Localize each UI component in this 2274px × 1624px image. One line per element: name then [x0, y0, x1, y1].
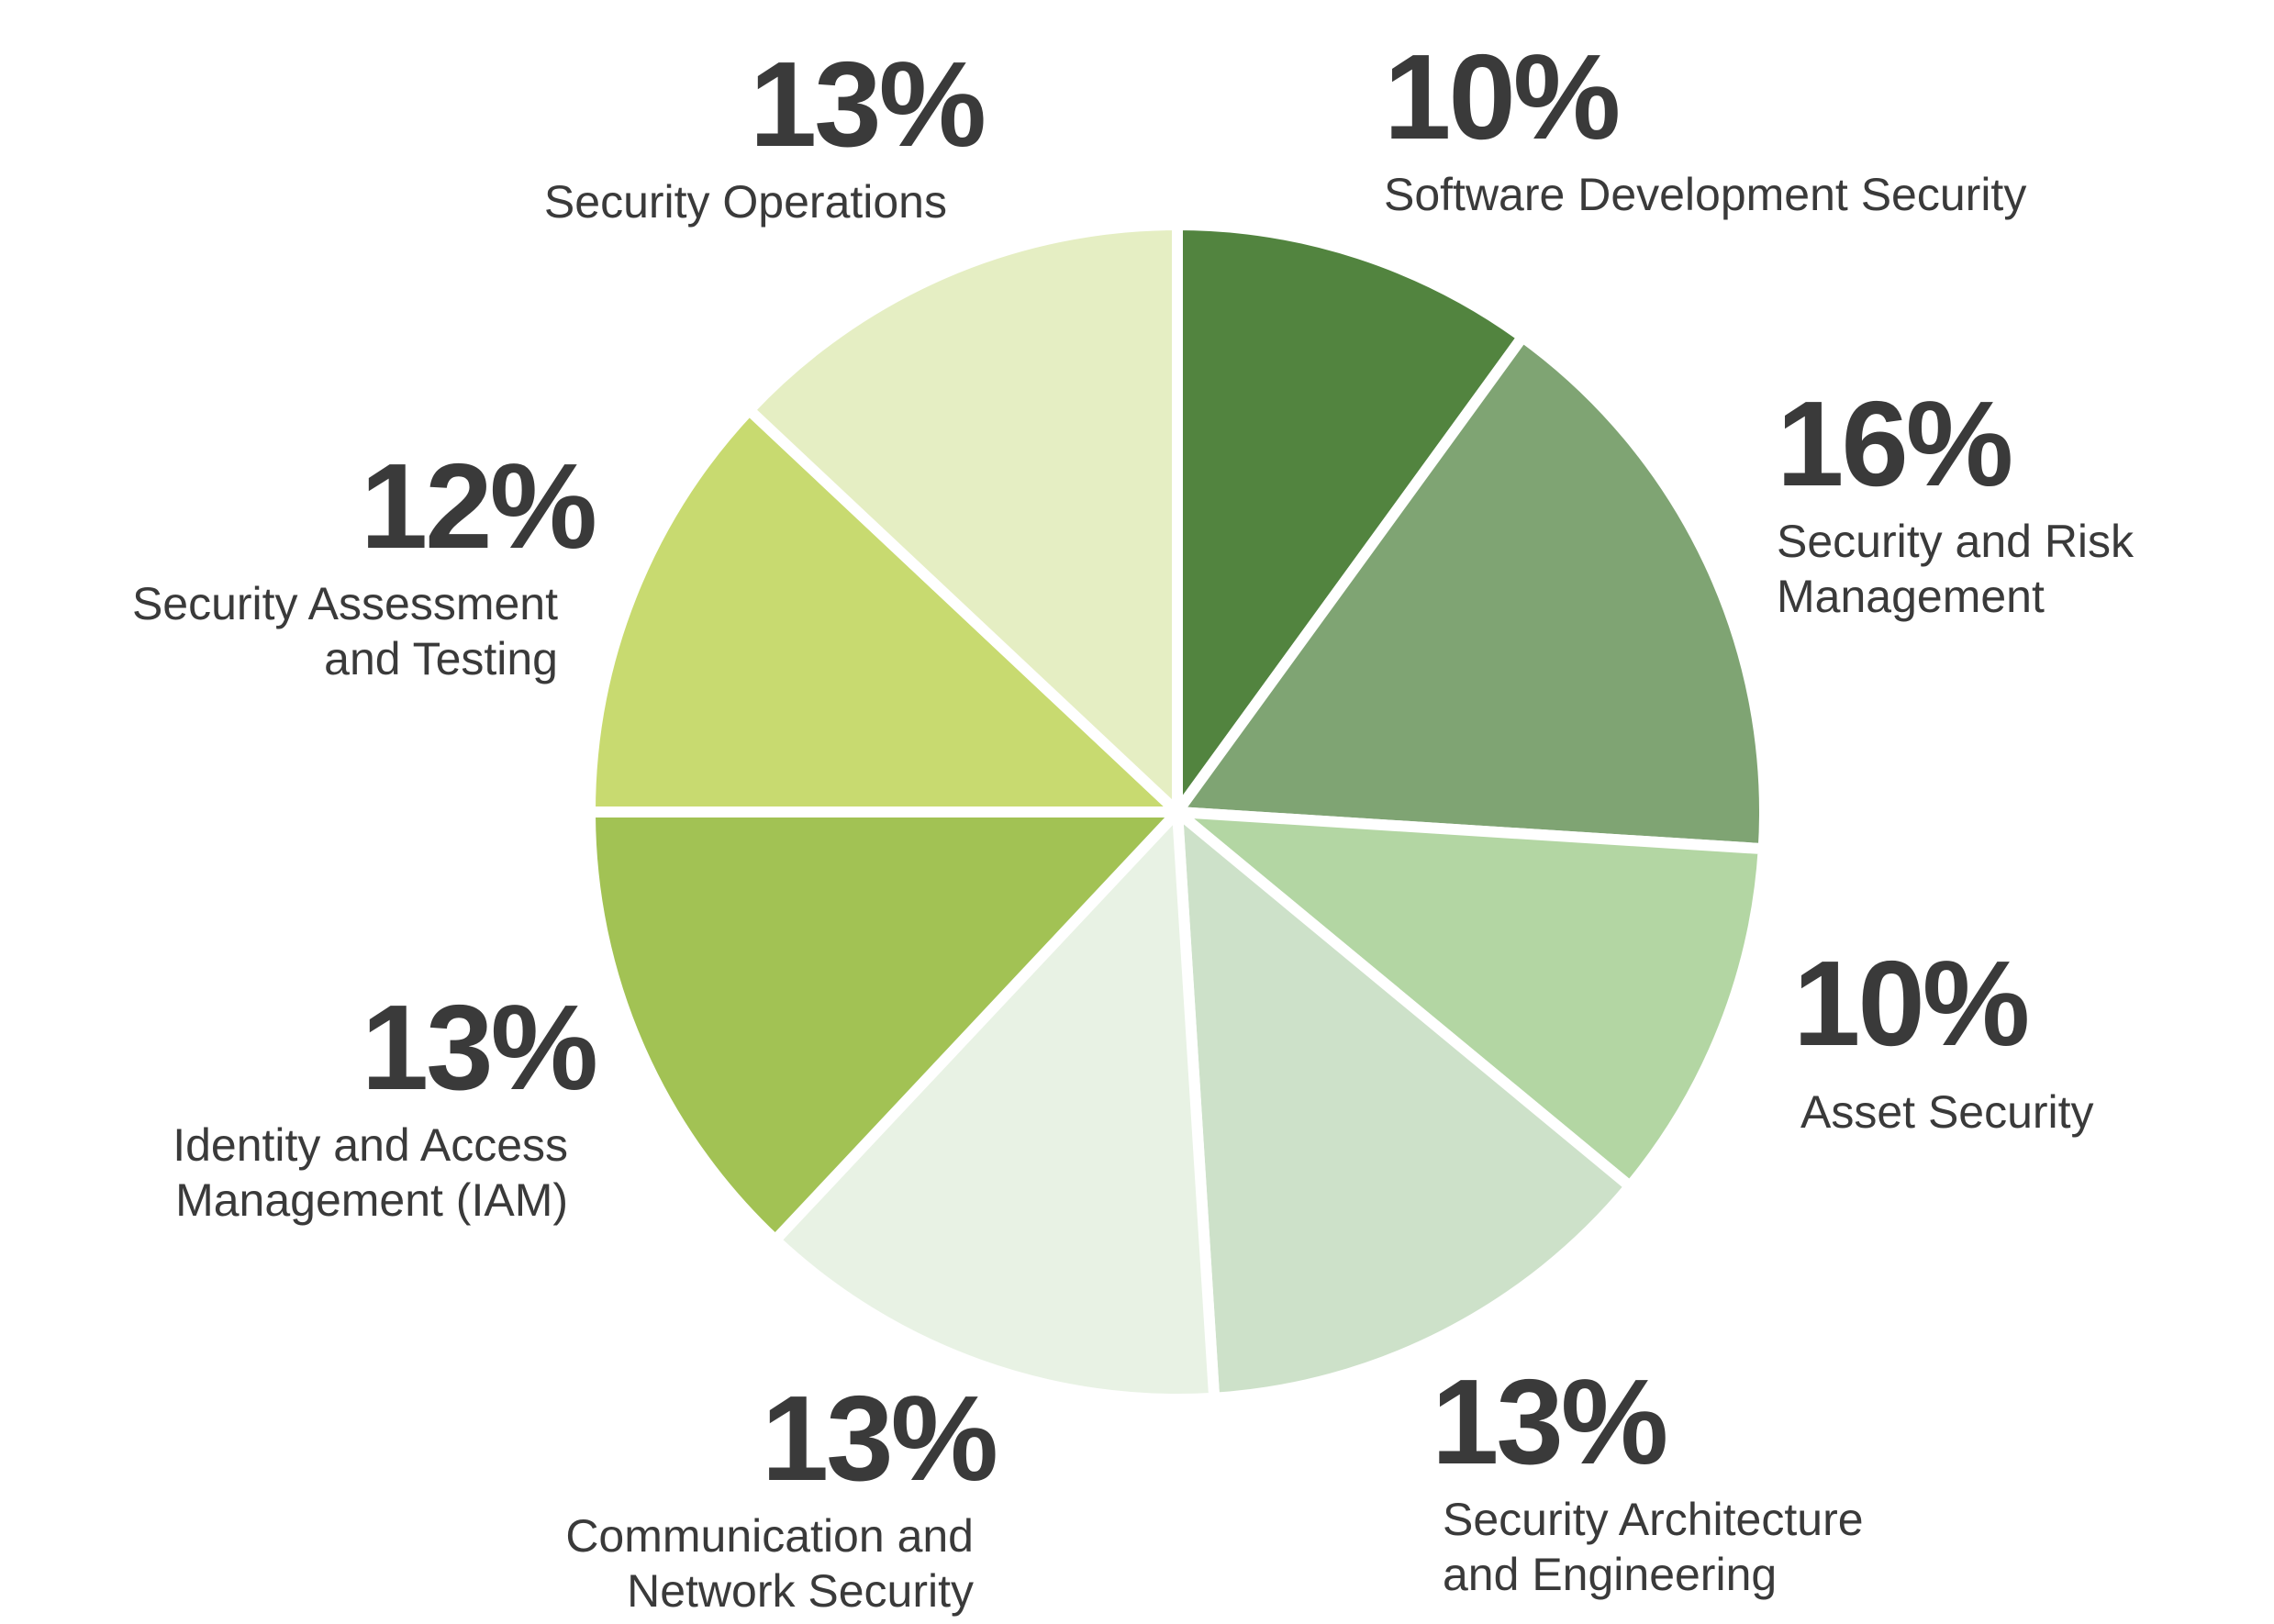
- pct-label: 16%: [1777, 376, 2013, 511]
- pct-label: 12%: [360, 439, 597, 573]
- label-security-architecture-and-engineering: 13% Security Architecture and Engineerin…: [1432, 1362, 1864, 1602]
- pct-label: 10%: [1384, 29, 1621, 164]
- label-security-operations: 13% Security Operations: [543, 44, 987, 229]
- pie-slice-security-architecture-and-engineering: [1172, 806, 1636, 1404]
- pct-label: 13%: [361, 980, 598, 1115]
- pie-slice-software-development-security: [1172, 219, 1529, 818]
- label-identity-and-access-management: 13% Identity and Access Management (IAM): [173, 987, 598, 1228]
- slice-name: Security and Risk Management: [1777, 516, 2135, 622]
- pct-label: 13%: [1432, 1354, 1668, 1489]
- slice-name: Security Operations: [543, 176, 947, 228]
- pct-label: 10%: [1793, 936, 2030, 1071]
- pie-slice-identity-and-access-management-iam: [585, 806, 1183, 1246]
- pie-slice-security-operations: [743, 219, 1183, 818]
- slice-name: Security Assessment and Testing: [131, 578, 558, 684]
- pie-slice-security-and-risk-management: [1172, 331, 1771, 855]
- label-security-and-risk-management: 16% Security and Risk Management: [1777, 384, 2134, 624]
- label-asset-security: 10% Asset Security: [1793, 943, 2094, 1140]
- slice-name: Software Development Security: [1384, 169, 2027, 220]
- slice-name: Identity and Access Management (IAM): [173, 1119, 568, 1226]
- slice-name: Communication and Network Security: [565, 1510, 974, 1617]
- slice-name: Security Architecture and Engineering: [1443, 1494, 1864, 1600]
- pct-label: 13%: [749, 37, 987, 172]
- pie-slice-communication-and-network-security: [769, 806, 1221, 1406]
- pct-label: 13%: [761, 1371, 998, 1506]
- pie-slice-security-assessment-and-testing: [585, 404, 1183, 818]
- label-communication-and-network-security: 13% Communication and Network Security: [565, 1378, 998, 1618]
- label-software-development-security: 10% Software Development Security: [1384, 37, 2026, 222]
- label-security-assessment-and-testing: 12% Security Assessment and Testing: [131, 446, 597, 686]
- pie-slice-asset-security: [1172, 806, 1769, 1192]
- slice-name: Asset Security: [1800, 1086, 2094, 1138]
